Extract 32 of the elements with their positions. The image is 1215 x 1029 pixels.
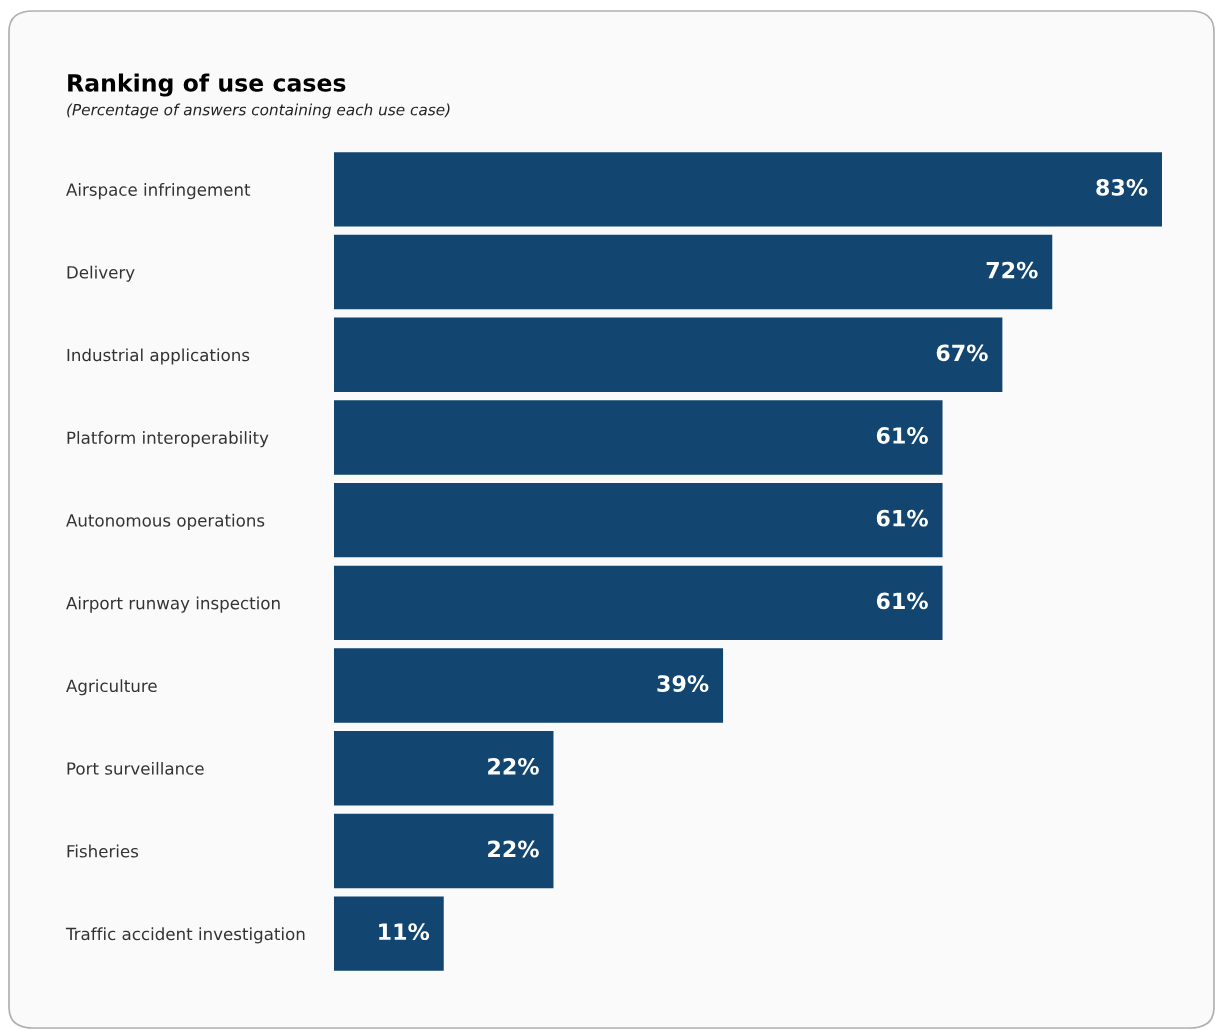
y-tick-label: Industrial applications [67, 348, 250, 365]
bar [334, 482, 943, 558]
data-label: 11% [379, 923, 430, 941]
data-label: 67% [936, 344, 988, 362]
bar [334, 565, 943, 641]
data-label: 39% [657, 675, 709, 692]
y-tick-label: Agriculture [66, 679, 157, 696]
chart-title: Ranking of use cases [68, 73, 346, 97]
y-tick-label: Fisheries [67, 844, 139, 858]
bar [334, 896, 444, 971]
bar [334, 731, 554, 806]
data-label: 61% [876, 592, 928, 610]
bar [334, 152, 1162, 227]
y-tick-label: Traffic accident investigation [65, 927, 305, 944]
data-label: 61% [876, 509, 928, 527]
data-label: 83% [1096, 178, 1148, 196]
bar [334, 813, 554, 889]
data-label: 72% [986, 261, 1038, 279]
bar [334, 400, 943, 475]
bar [334, 234, 1053, 310]
y-tick-label: Airspace infringement [66, 183, 251, 200]
y-tick-label: Delivery [67, 265, 135, 282]
y-tick-label: Airport runway inspection [66, 596, 280, 613]
y-tick-label: Autonomous operations [66, 513, 265, 530]
chart-subtitle: (Percentage of answers containing each use case) [67, 103, 450, 119]
bar [334, 648, 724, 723]
y-tick-label: Port surveillance [67, 761, 204, 775]
data-label: 61% [876, 427, 928, 444]
y-tick-label: Platform interoperability [67, 431, 269, 448]
data-label: 22% [488, 840, 539, 858]
data-label: 22% [488, 757, 539, 775]
bar [334, 317, 1003, 392]
